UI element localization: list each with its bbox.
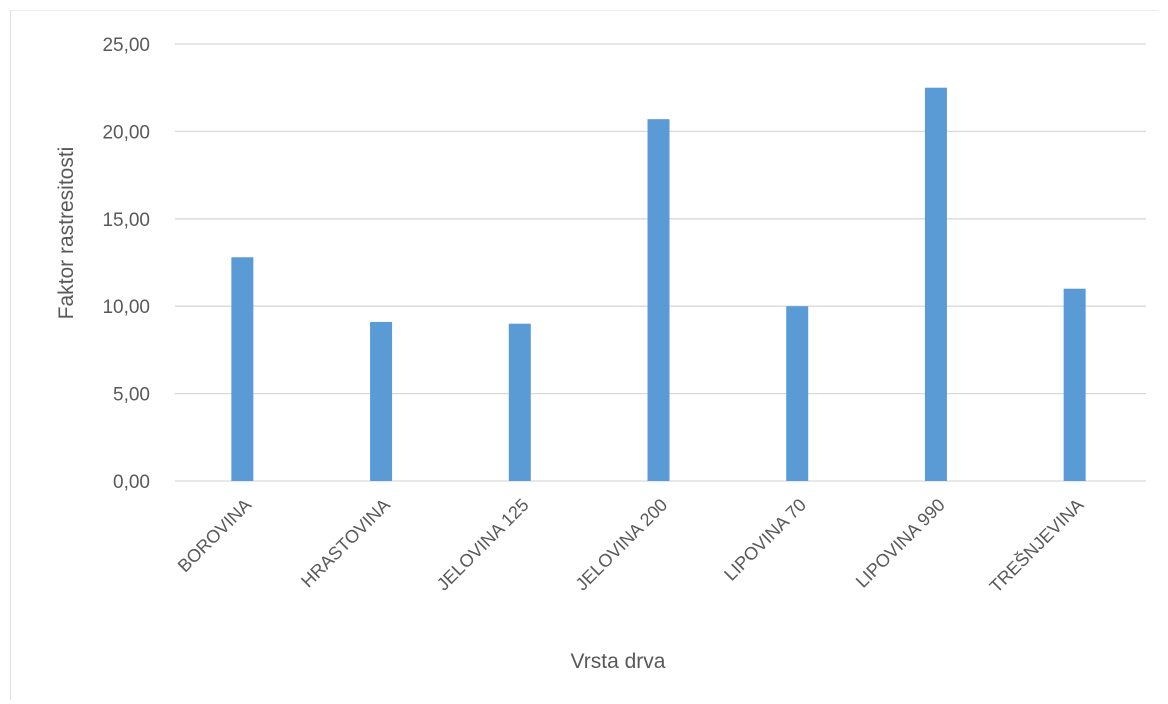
bars	[231, 87, 1086, 481]
x-tick-label: JELOVINA 125	[433, 495, 533, 595]
y-tick-label: 20,00	[102, 122, 150, 143]
bar-lipovina-990	[924, 87, 947, 481]
bar-hrastovina	[370, 321, 393, 481]
y-tick-label: 10,00	[102, 297, 150, 318]
x-tick-label: BOROVINA	[174, 495, 255, 576]
bar-borovina	[231, 257, 254, 481]
chart-frame	[10, 10, 1158, 700]
bar-jelovina-125	[508, 323, 531, 481]
x-axis-ticks: BOROVINA HRASTOVINA JELOVINA 125 JELOVINA 2…	[174, 494, 1088, 597]
y-tick-label: 5,00	[113, 385, 150, 406]
x-tick-label: JELOVINA 200	[572, 495, 672, 595]
bar-lipovina-70	[786, 306, 809, 481]
x-tick-label: LIPOVINA 990	[852, 495, 949, 592]
bar-trešnjevina	[1063, 288, 1086, 481]
y-tick-label: 25,00	[102, 35, 150, 56]
x-tick-label: HRASTOVINA	[297, 495, 394, 592]
y-axis-ticks: 0,00 5,00 10,00 15,00 20,00 25,00	[102, 35, 150, 493]
x-tick-label: TREŠNJEVINA	[985, 494, 1088, 597]
y-tick-label: 0,00	[113, 472, 150, 493]
y-axis-title: Faktor rastresitosti	[55, 147, 78, 320]
y-tick-label: 15,00	[102, 210, 150, 231]
x-tick-label: LIPOVINA 70	[720, 495, 810, 585]
x-axis-title: Vrsta drva	[571, 650, 666, 673]
bar-jelovina-200	[647, 119, 670, 481]
